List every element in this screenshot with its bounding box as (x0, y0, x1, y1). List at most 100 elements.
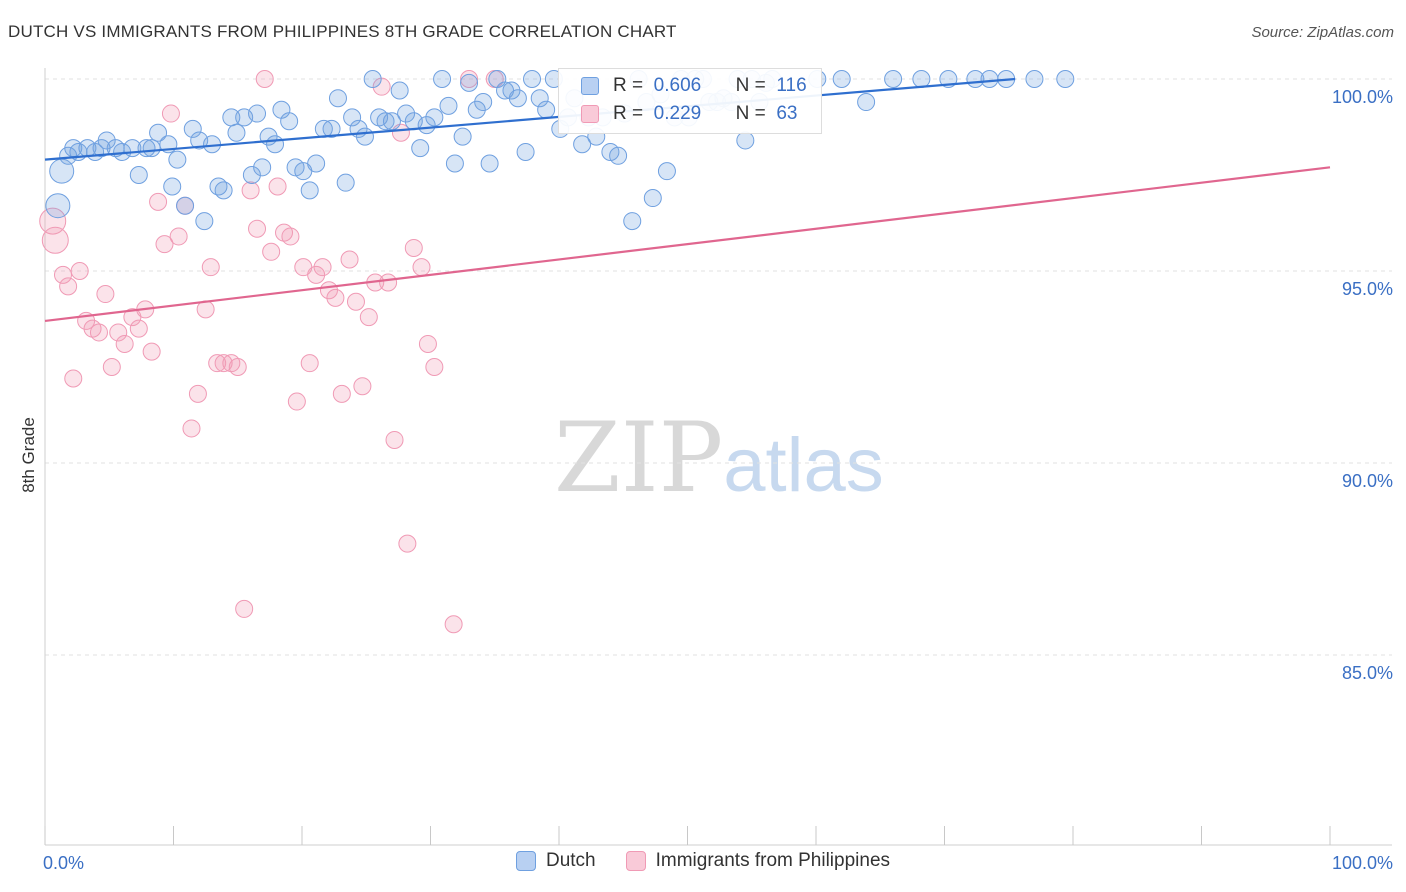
y-tick-label-2: 90.0% (1342, 471, 1393, 491)
philippines-point-38 (287, 392, 306, 411)
philippines-point-47 (346, 292, 365, 311)
philippines-point-51 (372, 77, 391, 96)
legend-label-dutch: Dutch (545, 850, 596, 871)
axes (44, 68, 1392, 846)
dutch-point-18 (168, 150, 187, 169)
dutch-point-68 (508, 89, 527, 108)
dutch-point-115 (1056, 70, 1075, 88)
dutch-point-15 (149, 123, 168, 142)
philippines-point-34 (262, 242, 281, 261)
philippines-point-18 (155, 235, 174, 254)
source-label: Source: ZipAtlas.com (1251, 24, 1394, 41)
dutch-point-38 (300, 181, 319, 200)
dutch-point-31 (253, 158, 272, 177)
dutch-point-47 (363, 70, 382, 88)
dutch-n-label: N = (735, 75, 766, 96)
philippines-point-56 (404, 238, 423, 257)
dutch-point-70 (523, 70, 542, 88)
phil-r-value: 0.229 (653, 103, 702, 124)
dutch-point-60 (453, 127, 472, 146)
x-tick-label-1: 100.0% (1332, 853, 1393, 873)
philippines-point-10 (102, 358, 121, 376)
chart-title: DUTCH VS IMMIGRANTS FROM PHILIPPINES 8TH… (8, 22, 677, 41)
phil-n-value: 63 (776, 103, 798, 124)
dutch-point-67 (502, 81, 521, 100)
trend-lines (44, 77, 1331, 323)
dutch-point-84 (623, 212, 642, 231)
dutch-trend-line (44, 77, 1016, 161)
dutch-point-82 (609, 146, 628, 165)
stats-box: R = 0.606 N = 116 R = 0.229 N = 63 (558, 68, 822, 134)
philippines-point-8 (89, 323, 108, 342)
philippines-point-58 (418, 334, 437, 353)
dutch-point-12 (129, 166, 148, 184)
philippines-point-12 (115, 334, 134, 353)
philippines-point-25 (201, 258, 220, 277)
dutch-point-114 (1025, 70, 1044, 88)
legend-item-dutch[interactable]: Dutch (515, 850, 596, 872)
legend-label-philippines: Immigrants from Philippines (655, 850, 891, 871)
dutch-point-51 (390, 81, 409, 100)
dutch-point-56 (425, 108, 444, 127)
dutch-point-46 (355, 127, 374, 146)
x-tick-label-0: 0.0% (43, 853, 84, 873)
dutch-point-17 (163, 177, 182, 196)
dutch-point-39 (307, 154, 326, 173)
gridlines (45, 78, 1392, 656)
y-tick-label-3: 85.0% (1342, 663, 1393, 683)
dutch-point-49 (376, 112, 395, 131)
dutch-point-54 (411, 139, 430, 158)
philippines-point-31 (241, 181, 260, 200)
dutch-point-8 (97, 131, 116, 150)
philippines-point-35 (268, 177, 287, 196)
dutch-point-64 (480, 154, 499, 173)
stats-row-philippines: R = 0.229 N = 63 (581, 103, 797, 125)
legend-swatch-philippines (625, 851, 646, 871)
dutch-point-29 (242, 166, 261, 184)
legend-swatch-dutch (515, 851, 536, 871)
dutch-point-1 (45, 193, 71, 219)
dutch-point-61 (460, 73, 479, 92)
stats-swatch-philippines (581, 105, 599, 123)
dutch-point-52 (397, 104, 416, 123)
philippines-point-5 (70, 262, 89, 280)
dutch-point-33 (266, 135, 285, 154)
philippines-point-52 (379, 273, 398, 292)
philippines-point-26 (208, 354, 227, 373)
philippines-points (39, 70, 504, 634)
dutch-point-63 (474, 93, 493, 112)
dutch-point-14 (142, 139, 161, 158)
dutch-n-value: 116 (776, 75, 807, 96)
legend-item-philippines[interactable]: Immigrants from Philippines (625, 850, 891, 872)
legend: Dutch Immigrants from Philippines (0, 850, 1406, 872)
philippines-point-19 (161, 104, 180, 123)
philippines-point-53 (385, 430, 404, 449)
dutch-point-43 (336, 173, 355, 192)
dutch-point-77 (573, 135, 592, 154)
y-axis-label: 8th Grade (19, 417, 38, 493)
philippines-point-14 (129, 319, 148, 338)
philippines-point-46 (340, 250, 359, 269)
philippines-point-30 (235, 599, 254, 618)
philippines-point-45 (332, 384, 351, 403)
dutch-point-42 (328, 89, 347, 108)
philippines-point-59 (425, 358, 444, 376)
dutch-point-35 (280, 112, 299, 131)
dutch-point-72 (537, 100, 556, 119)
dutch-point-20 (183, 119, 202, 138)
dutch-r-value: 0.606 (653, 75, 702, 96)
watermark-atlas: atlas (723, 423, 884, 508)
philippines-point-17 (149, 192, 168, 211)
philippines-point-57 (412, 258, 431, 277)
philippines-point-44 (326, 288, 345, 307)
philippines-point-4 (64, 369, 83, 388)
phil-n-label: N = (735, 103, 766, 124)
watermark: ZIPatlas (554, 402, 884, 514)
philippines-point-37 (281, 227, 300, 246)
philippines-point-42 (313, 258, 332, 277)
stats-swatch-dutch (581, 77, 599, 95)
philippines-point-1 (41, 226, 69, 254)
dutch-point-25 (214, 181, 233, 200)
philippines-point-20 (169, 227, 188, 246)
philippines-point-61 (460, 70, 479, 88)
